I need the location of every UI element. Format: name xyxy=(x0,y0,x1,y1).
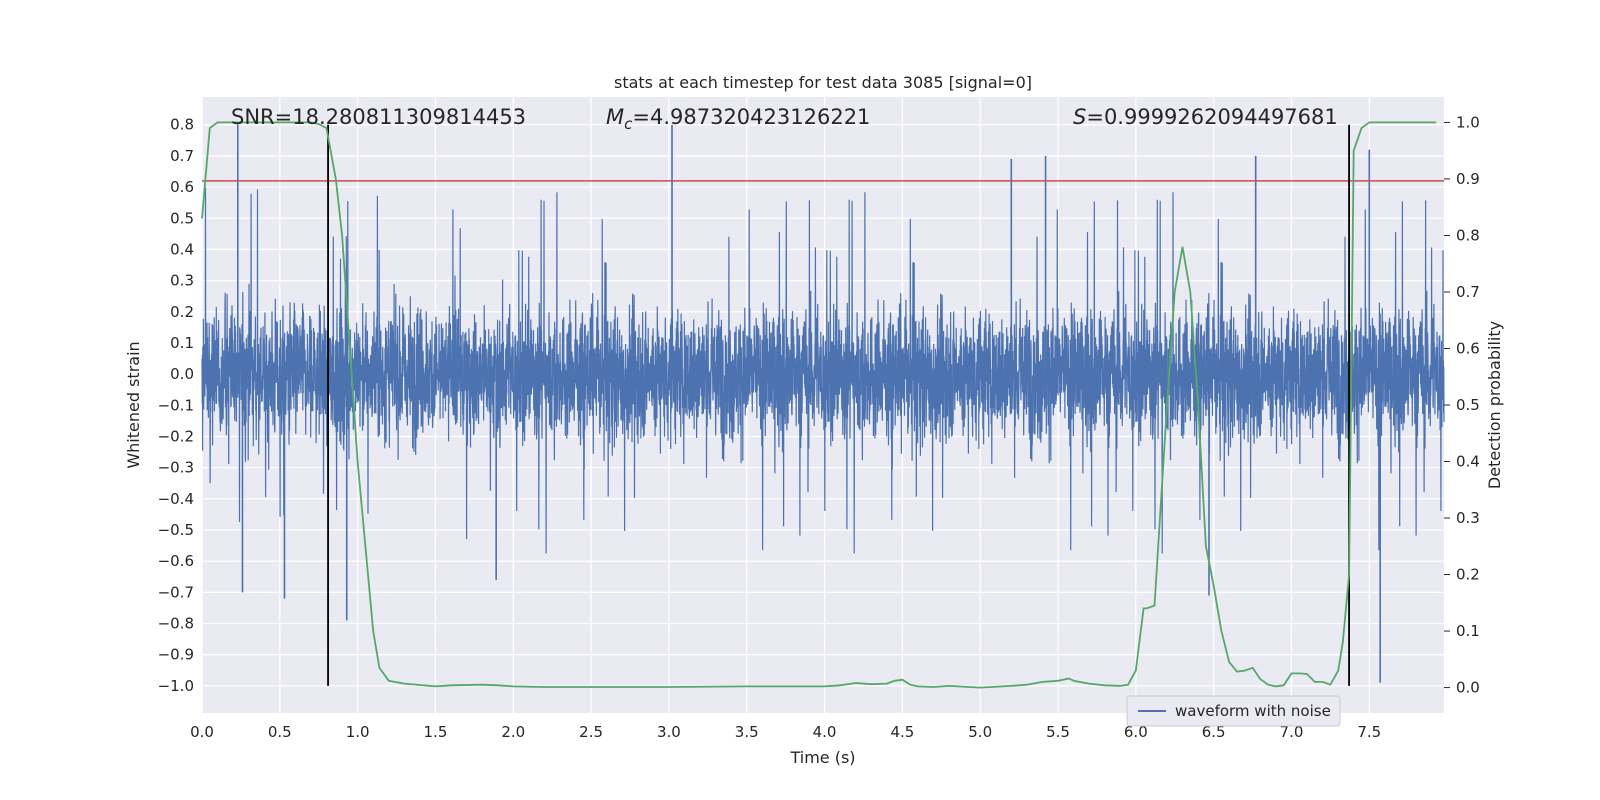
y-left-tick-label: 0.6 xyxy=(170,178,194,196)
mc-subscript: c xyxy=(624,115,633,133)
y-left-tick-label: −0.9 xyxy=(158,646,194,664)
y-left-tick-label: −0.5 xyxy=(158,521,194,539)
x-tick-label: 3.5 xyxy=(735,723,759,741)
y-right-tick-label: 0.6 xyxy=(1456,339,1480,357)
x-axis-label: Time (s) xyxy=(789,748,855,767)
y-left-tick-label: −0.7 xyxy=(158,583,194,601)
score-annotation: S=0.9999262094497681 xyxy=(1073,105,1338,129)
chart-title: stats at each timestep for test data 308… xyxy=(614,73,1032,92)
y-right-tick-label: 0.0 xyxy=(1456,679,1480,697)
x-tick-label: 1.5 xyxy=(424,723,448,741)
x-tick-label: 6.0 xyxy=(1124,723,1148,741)
x-tick-label: 4.5 xyxy=(890,723,914,741)
chirp-mass-annotation: Mc=4.987320423126221 xyxy=(606,105,870,133)
x-tick-label: 4.0 xyxy=(813,723,837,741)
y-left-tick-label: 0.4 xyxy=(170,240,194,258)
y-left-tick-label: −0.3 xyxy=(158,459,194,477)
waveform-series xyxy=(201,124,1445,683)
mc-value: =4.987320423126221 xyxy=(632,105,870,129)
x-tick-label: 1.0 xyxy=(346,723,370,741)
x-tick-label: 5.0 xyxy=(968,723,992,741)
x-tick-label: 0.0 xyxy=(190,723,214,741)
waveform-line xyxy=(201,187,1445,554)
y-left-tick-label: −0.2 xyxy=(158,427,194,445)
legend-entry: waveform with noise xyxy=(1175,702,1331,720)
x-tick-label: 7.0 xyxy=(1280,723,1304,741)
snr-annotation: SNR=18.280811309814453 xyxy=(231,105,526,129)
legend-box xyxy=(1126,695,1341,727)
x-tick-label: 2.5 xyxy=(579,723,603,741)
x-tick-label: 5.5 xyxy=(1046,723,1070,741)
x-tick-label: 6.5 xyxy=(1202,723,1226,741)
y-left-tick-label: 0.2 xyxy=(170,303,194,321)
y-left-tick-label: 0.8 xyxy=(170,116,194,134)
y-axis-label-right: Detection probability xyxy=(1485,321,1504,489)
x-tick-label: 7.5 xyxy=(1357,723,1381,741)
y-right-tick-label: 0.2 xyxy=(1456,566,1480,584)
y-left-tick-label: −1.0 xyxy=(158,677,194,695)
y-right-tick-label: 0.3 xyxy=(1456,509,1480,527)
marker-lines xyxy=(327,124,1350,686)
x-tick-label: 3.0 xyxy=(657,723,681,741)
y-left-tick-label: 0.1 xyxy=(170,334,194,352)
s-value: =0.9999262094497681 xyxy=(1086,105,1337,129)
y-right-tick-label: 0.9 xyxy=(1456,170,1480,188)
y-right-tick-label: 0.8 xyxy=(1456,226,1480,244)
x-tick-label: 2.0 xyxy=(501,723,525,741)
y-left-tick-label: 0.5 xyxy=(170,209,194,227)
y-left-tick-label: 0.7 xyxy=(170,147,194,165)
s-symbol: S xyxy=(1073,105,1086,129)
y-right-tick-label: 0.5 xyxy=(1456,396,1480,414)
y-right-ticks: 1.0 0.9 0.8 0.7 0.6 0.5 0.4 0.3 0.2 0.1 0.0 xyxy=(1444,113,1480,697)
legend: waveform with noise xyxy=(1126,695,1341,727)
y-right-tick-label: 0.1 xyxy=(1456,622,1480,640)
y-left-tick-label: −0.8 xyxy=(158,615,194,633)
y-left-tick-label: 0.0 xyxy=(170,365,194,383)
y-right-tick-label: 0.4 xyxy=(1456,453,1480,471)
y-left-tick-label: −0.4 xyxy=(158,490,194,508)
y-axis-label-left: Whitened strain xyxy=(124,341,143,468)
mc-symbol: M xyxy=(606,105,624,129)
y-left-ticks: 0.8 0.7 0.6 0.5 0.4 0.3 0.2 0.1 0.0 −0.1 −0.2 −0.3 −… xyxy=(158,116,194,695)
probability-line xyxy=(201,121,1437,689)
y-right-tick-label: 0.7 xyxy=(1456,283,1480,301)
y-left-tick-label: 0.3 xyxy=(170,272,194,290)
x-tick-label: 0.5 xyxy=(268,723,292,741)
probability-series xyxy=(201,121,1437,689)
y-left-tick-label: −0.6 xyxy=(158,552,194,570)
y-right-tick-label: 1.0 xyxy=(1456,113,1480,131)
y-left-tick-label: −0.1 xyxy=(158,396,194,414)
x-ticks: 0.0 0.5 1.0 1.5 2.0 2.5 3.0 3.5 4.0 4.5 5.0 5.5 6.0 6… xyxy=(190,723,1381,741)
